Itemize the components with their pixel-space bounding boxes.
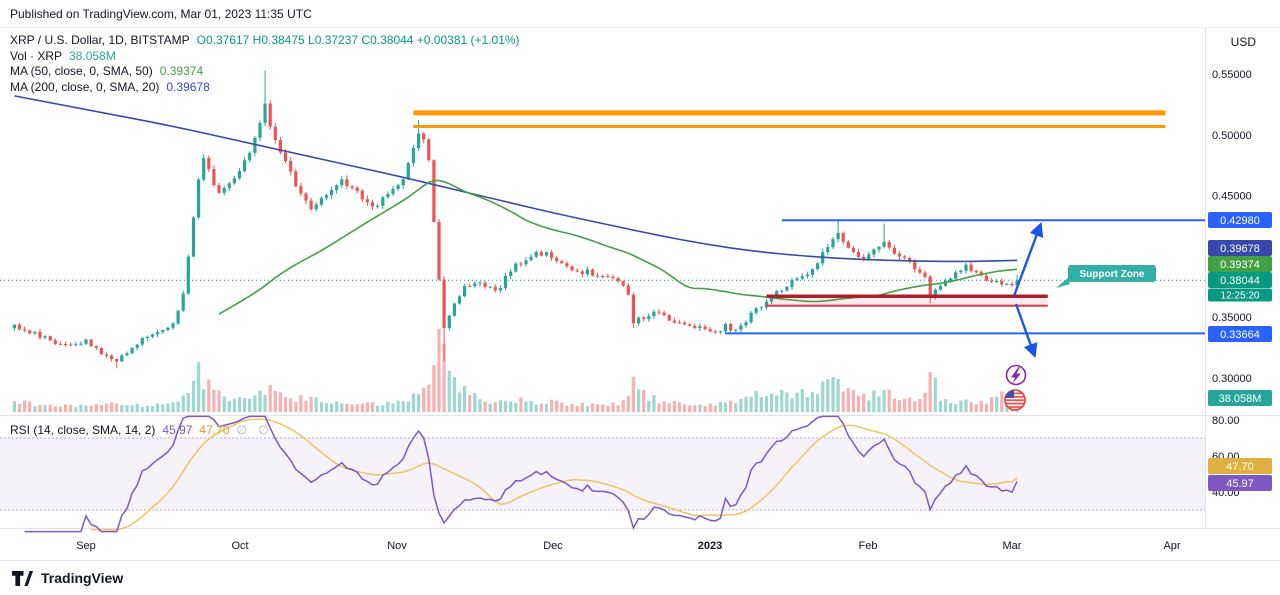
ohlc-values: O0.37617 H0.38475 L0.37237 C0.38044 +0.0… — [196, 33, 520, 47]
svg-text:0.45000: 0.45000 — [1212, 191, 1252, 203]
rsi-band-fill — [0, 438, 1205, 510]
published-text: Published on TradingView.com, Mar 01, 20… — [10, 6, 312, 21]
svg-text:Sep: Sep — [76, 540, 96, 552]
ma200-value: 0.39678 — [166, 79, 210, 94]
ma200-line — [14, 95, 1018, 263]
tradingview-brand[interactable]: TradingView — [41, 570, 124, 586]
svg-text:Dec: Dec — [543, 540, 563, 552]
footer-bar: TradingView — [0, 560, 1280, 595]
ma200-row: MA (200, close, 0, SMA, 20) 0.39678 — [10, 80, 520, 96]
chart-area[interactable]: Support Zone 0.55000 0.50000 0.45000 0.35000… — [0, 28, 1280, 560]
svg-text:0.50000: 0.50000 — [1212, 130, 1252, 142]
svg-text:Nov: Nov — [387, 540, 407, 552]
tradingview-logo-icon[interactable] — [12, 570, 33, 586]
rsi-empty-inputs: ∅ ∅ — [236, 423, 273, 437]
svg-text:0.30000: 0.30000 — [1212, 373, 1252, 385]
rsi-value: 45.97 — [162, 423, 193, 437]
flag-sticker-icon — [1004, 389, 1026, 411]
volume-value: 38.058M — [69, 48, 116, 63]
svg-text:38.058M: 38.058M — [1219, 393, 1262, 405]
svg-text:Feb: Feb — [859, 540, 878, 552]
support-zone-callout: Support Zone — [1056, 265, 1156, 288]
currency-label: USD — [1230, 35, 1256, 49]
rsi-line — [24, 415, 1018, 533]
svg-text:2023: 2023 — [698, 540, 722, 552]
rsi-label[interactable]: RSI (14, close, SMA, 14, 2) — [10, 423, 156, 437]
svg-text:0.38044: 0.38044 — [1220, 275, 1260, 287]
ma50-label[interactable]: MA (50, close, 0, SMA, 50) — [10, 64, 153, 78]
svg-text:0.33664: 0.33664 — [1220, 329, 1260, 341]
rsi-sma-line — [91, 418, 1018, 531]
lightning-sticker-icon — [1005, 364, 1027, 386]
rsi-legend: RSI (14, close, SMA, 14, 2) 45.97 47.70 … — [10, 423, 273, 437]
svg-text:0.42980: 0.42980 — [1220, 215, 1260, 227]
chart-legend: XRP / U.S. Dollar, 1D, BITSTAMP O0.37617… — [10, 33, 520, 95]
up-arrow-annotation — [1012, 221, 1044, 297]
volume-row: Vol · XRP 38.058M — [10, 49, 520, 65]
price-axis-badges: 0.42980 0.39678 0.39374 0.38044 12:25:20 0.33… — [1208, 212, 1272, 406]
ma50-row: MA (50, close, 0, SMA, 50) 0.39374 — [10, 64, 520, 80]
symbol-title[interactable]: XRP / U.S. Dollar, 1D, BITSTAMP — [10, 33, 190, 47]
support-zone-fill — [766, 296, 1048, 306]
price-chart-canvas[interactable]: Support Zone 0.55000 0.50000 0.45000 0.35000… — [0, 28, 1280, 560]
price-axis-labels[interactable]: 0.55000 0.50000 0.45000 0.35000 0.30000 — [1212, 69, 1252, 385]
published-bar: Published on TradingView.com, Mar 01, 20… — [0, 0, 1280, 28]
svg-text:0.39374: 0.39374 — [1220, 259, 1260, 271]
ma200-label[interactable]: MA (200, close, 0, SMA, 20) — [10, 79, 160, 94]
svg-text:80.00: 80.00 — [1212, 415, 1240, 427]
svg-text:Support Zone: Support Zone — [1080, 269, 1145, 280]
svg-text:Apr: Apr — [1163, 540, 1180, 552]
ma50-line — [218, 179, 1018, 315]
svg-text:0.39678: 0.39678 — [1220, 243, 1260, 255]
svg-text:0.55000: 0.55000 — [1212, 69, 1252, 81]
svg-text:Oct: Oct — [231, 540, 248, 552]
svg-text:0.35000: 0.35000 — [1212, 312, 1252, 324]
volume-bars — [12, 328, 1019, 412]
svg-text:Mar: Mar — [1003, 540, 1022, 552]
svg-text:47.70: 47.70 — [1226, 461, 1254, 473]
ma50-value: 0.39374 — [159, 64, 204, 78]
rsi-sma-value: 47.70 — [199, 423, 230, 437]
symbol-row: XRP / U.S. Dollar, 1D, BITSTAMP O0.37617… — [10, 33, 520, 49]
svg-text:45.97: 45.97 — [1226, 478, 1254, 490]
volume-label[interactable]: Vol · XRP — [10, 48, 63, 63]
time-axis-labels[interactable]: Sep Oct Nov Dec 2023 Feb Mar Apr — [76, 540, 1181, 552]
svg-text:12:25:20: 12:25:20 — [1221, 291, 1260, 302]
down-arrow-annotation — [1014, 303, 1038, 359]
